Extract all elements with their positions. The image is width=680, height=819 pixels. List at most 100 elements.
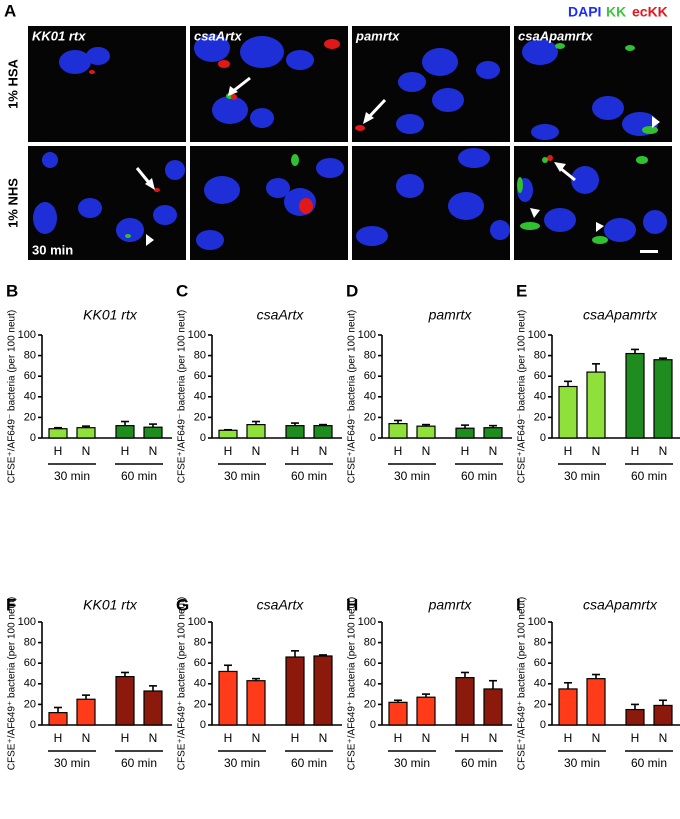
panel-a-labels: KK01 rtx csaArtx pamrtx csaApamrtx 1% HSA 1% …: [5, 28, 593, 257]
y-axis-label: CFSE⁺/AF649⁺ bacteria (per 100 neut): [347, 597, 358, 770]
y-tick-label: 40: [364, 391, 376, 403]
bar: [625, 352, 645, 439]
legend: DAPI KK ecKK: [568, 4, 668, 20]
time-label: 30 min: [32, 242, 73, 257]
y-tick-label: 0: [30, 432, 36, 444]
x-tick-label: N: [592, 444, 601, 458]
panel-letter: F: [6, 595, 16, 614]
group-label: 30 min: [54, 756, 90, 770]
y-tick-label: 100: [358, 329, 376, 341]
chart-title: csaArtx: [257, 307, 305, 323]
x-tick-label: N: [82, 444, 91, 458]
y-tick-label: 80: [194, 350, 206, 362]
y-tick-label: 0: [370, 719, 376, 731]
y-tick-label: 100: [528, 329, 546, 341]
x-tick-label: H: [224, 444, 233, 458]
y-tick-label: 60: [24, 370, 36, 382]
y-tick-label: 0: [540, 432, 546, 444]
x-tick-label: H: [631, 731, 640, 745]
micrographs: [28, 26, 672, 260]
chart-title: csaArtx: [257, 597, 305, 613]
bar: [586, 678, 606, 726]
bar: [416, 696, 436, 726]
y-tick-label: 40: [24, 391, 36, 403]
column-label: KK01 rtx: [32, 28, 86, 43]
y-tick-label: 0: [370, 432, 376, 444]
y-tick-label: 0: [30, 719, 36, 731]
bar-chart: F KK01 rtx CFSE⁺/AF649⁺ bacteria (per 100 …: [6, 595, 172, 770]
chart-title: KK01 rtx: [83, 597, 138, 613]
y-tick-label: 100: [18, 329, 36, 341]
y-axis-label: CFSE⁺/AF649⁺ bacteria (per 100 neut): [517, 597, 528, 770]
bar: [653, 704, 673, 726]
row-label: 1% HSA: [5, 58, 20, 108]
x-tick-label: N: [422, 444, 431, 458]
bar: [218, 429, 238, 439]
y-tick-label: 20: [24, 698, 36, 710]
y-tick-label: 40: [534, 391, 546, 403]
bar: [388, 701, 408, 726]
x-tick-label: H: [394, 731, 403, 745]
y-tick-label: 100: [188, 616, 206, 628]
x-tick-label: N: [252, 444, 261, 458]
group-label: 30 min: [394, 469, 430, 483]
group-label: 60 min: [291, 469, 327, 483]
x-tick-label: N: [319, 731, 328, 745]
column-label: csaApamrtx: [518, 28, 593, 43]
y-tick-label: 60: [364, 657, 376, 669]
y-tick-label: 0: [540, 719, 546, 731]
bar: [218, 670, 238, 726]
bar: [48, 712, 68, 726]
y-tick-label: 80: [534, 637, 546, 649]
panel-letter: I: [516, 595, 521, 614]
y-axis-label: CFSE⁺/AF649⁻ bacteria (per 100 neut): [517, 310, 528, 483]
y-tick-label: 60: [24, 657, 36, 669]
bar: [483, 427, 503, 439]
bar: [76, 427, 96, 439]
y-tick-label: 100: [358, 616, 376, 628]
y-tick-label: 40: [24, 678, 36, 690]
bar: [416, 425, 436, 439]
y-tick-label: 20: [364, 698, 376, 710]
bar: [558, 688, 578, 726]
x-tick-label: H: [291, 444, 300, 458]
group-label: 30 min: [224, 469, 260, 483]
x-tick-label: N: [489, 731, 498, 745]
group-label: 30 min: [564, 469, 600, 483]
y-axis-label: CFSE⁺/AF649⁻ bacteria (per 100 neut): [347, 310, 358, 483]
x-tick-label: H: [461, 444, 470, 458]
legend-entry: ecKK: [632, 4, 668, 20]
x-tick-label: H: [461, 731, 470, 745]
x-tick-label: N: [149, 731, 158, 745]
y-axis-label: CFSE⁺/AF649⁺ bacteria (per 100 neut): [7, 597, 18, 770]
panel-letter: E: [516, 281, 527, 300]
x-tick-label: H: [564, 444, 573, 458]
group-label: 60 min: [631, 469, 667, 483]
x-tick-label: N: [489, 444, 498, 458]
y-tick-label: 80: [24, 637, 36, 649]
panel-letter: G: [176, 595, 189, 614]
y-tick-label: 60: [534, 657, 546, 669]
group-label: 60 min: [121, 756, 157, 770]
y-tick-label: 0: [200, 719, 206, 731]
legend-entry: DAPI: [568, 4, 601, 20]
y-tick-label: 100: [188, 329, 206, 341]
y-tick-label: 0: [200, 432, 206, 444]
group-label: 60 min: [121, 469, 157, 483]
x-tick-label: N: [82, 731, 91, 745]
group-label: 30 min: [54, 469, 90, 483]
x-tick-label: H: [564, 731, 573, 745]
group-label: 60 min: [461, 469, 497, 483]
bar: [246, 680, 266, 726]
x-tick-label: N: [659, 444, 668, 458]
group-label: 30 min: [224, 756, 260, 770]
row-label: 1% NHS: [5, 178, 20, 228]
y-tick-label: 40: [534, 678, 546, 690]
bar: [143, 426, 163, 439]
bar: [625, 708, 645, 726]
